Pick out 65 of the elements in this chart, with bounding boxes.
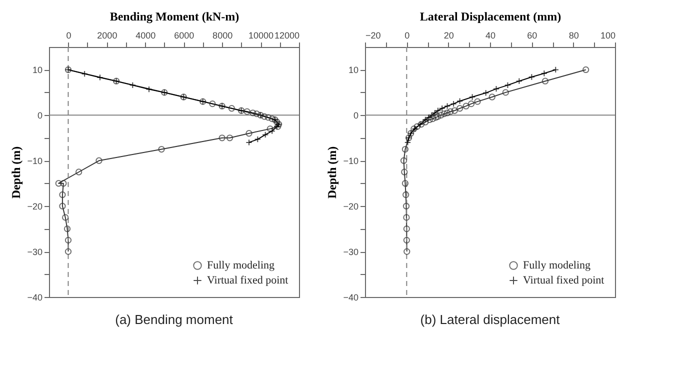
- x-tick-label: 2000: [97, 30, 118, 40]
- x-tick-label: 8000: [212, 30, 233, 40]
- legend-label: Fully modeling: [207, 260, 276, 272]
- point: [254, 136, 261, 143]
- legend-label: Virtual fixed point: [207, 274, 288, 286]
- y-axis-title: Depth (m): [325, 146, 340, 199]
- y-tick-label: −20: [343, 202, 358, 212]
- point: [274, 118, 280, 126]
- point: [64, 236, 72, 244]
- point: [268, 115, 276, 122]
- point: [59, 202, 66, 210]
- y-axis-title: Depth (m): [9, 146, 24, 199]
- point: [64, 225, 71, 232]
- point: [75, 168, 82, 176]
- point: [226, 134, 234, 142]
- legend-label: Fully modeling: [523, 260, 592, 272]
- x-tick-label: 80: [568, 30, 579, 40]
- x-tick-label: 20: [444, 30, 454, 40]
- y-tick-label: −20: [27, 202, 42, 212]
- y-tick-label: −10: [27, 156, 42, 166]
- point: [266, 125, 274, 132]
- point: [129, 82, 136, 89]
- x-axis-title: Bending Moment (kN-m): [110, 10, 240, 24]
- legend-label: Virtual fixed point: [523, 274, 604, 286]
- x-tick-label: 100: [600, 30, 616, 40]
- y-tick-label: 0: [37, 110, 42, 121]
- point: [96, 157, 102, 164]
- x-tick-label: 0: [404, 30, 410, 40]
- x-tick-label: 10000: [248, 30, 274, 40]
- point: [62, 214, 69, 221]
- x-tick-label: 4000: [136, 30, 156, 40]
- x-tick-label: 60: [527, 30, 538, 40]
- x-tick-label: 40: [485, 30, 496, 40]
- point: [209, 100, 216, 108]
- point: [60, 180, 67, 187]
- point: [81, 70, 88, 78]
- point: [146, 86, 152, 93]
- point: [262, 131, 269, 138]
- point: [246, 130, 252, 137]
- point: [244, 108, 250, 115]
- text: (a) Bending moment: [115, 312, 234, 327]
- y-tick-label: 0: [353, 110, 358, 121]
- x-tick-label: −20: [366, 30, 381, 40]
- point: [218, 134, 226, 142]
- text: (b) Lateral displacement: [420, 312, 560, 327]
- point: [96, 74, 104, 81]
- point: [59, 191, 66, 198]
- y-tick-label: 10: [348, 65, 358, 76]
- x-tick-label: 6000: [174, 30, 194, 40]
- point: [264, 114, 272, 121]
- x-tick-label: 0: [66, 30, 72, 40]
- point: [253, 110, 260, 118]
- y-tick-label: 10: [32, 65, 42, 76]
- point: [55, 180, 62, 187]
- y-tick-label: −30: [27, 247, 42, 258]
- x-tick-label: 12000: [274, 30, 300, 40]
- point: [261, 113, 268, 120]
- y-tick-label: −30: [343, 247, 358, 258]
- point: [158, 146, 165, 153]
- y-tick-label: −40: [27, 292, 42, 302]
- y-tick-label: −40: [343, 292, 358, 302]
- x-axis-title: Lateral Displacement (mm): [420, 10, 562, 24]
- point: [228, 105, 236, 112]
- y-tick-label: −10: [343, 156, 358, 166]
- point: [250, 110, 256, 116]
